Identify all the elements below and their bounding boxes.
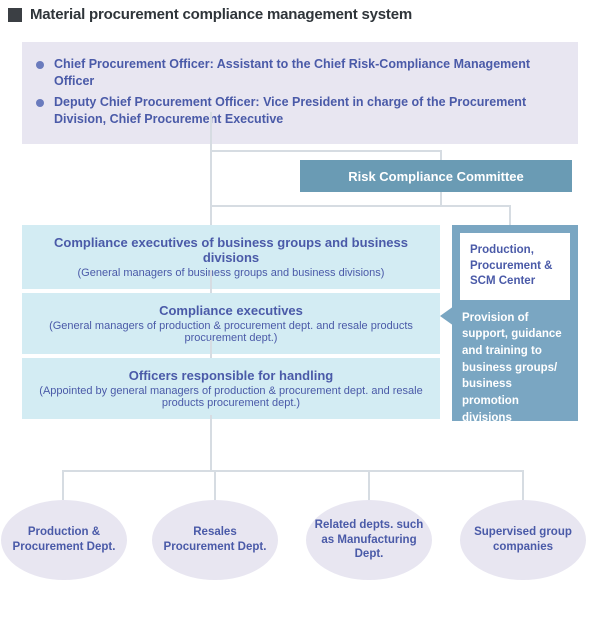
compliance-exec-box: Compliance executives (General managers … <box>22 293 440 354</box>
connector-line <box>214 470 216 500</box>
dept-ellipse: Related depts. such as Manufacturing Dep… <box>306 500 432 580</box>
dept-ellipse: Supervised group companies <box>460 500 586 580</box>
box-title: Compliance executives of business groups… <box>30 235 432 265</box>
connector-line <box>440 192 442 206</box>
connector-line <box>210 150 440 152</box>
bullet-line: Deputy Chief Procurement Officer: Vice P… <box>36 94 564 128</box>
committee-label: Risk Compliance Committee <box>348 169 524 184</box>
compliance-exec-groups-box: Compliance executives of business groups… <box>22 225 440 289</box>
ellipse-label: Supervised group companies <box>468 525 578 555</box>
title-row: Material procurement compliance manageme… <box>8 6 412 23</box>
box-subtitle: (General managers of business groups and… <box>30 267 432 279</box>
connector-line <box>62 470 522 472</box>
box-title: Compliance executives <box>30 303 432 318</box>
connector-line <box>210 340 212 358</box>
bullet-text-1: Chief Procurement Officer: Assistant to … <box>54 56 564 90</box>
connector-line <box>210 270 212 293</box>
scm-center-desc: Provision of support, guidance and train… <box>460 310 570 427</box>
bullet-text-2: Deputy Chief Procurement Officer: Vice P… <box>54 94 564 128</box>
connector-line <box>522 470 524 500</box>
risk-compliance-committee-box: Risk Compliance Committee <box>300 160 572 192</box>
box-subtitle: (Appointed by general managers of produc… <box>30 385 432 409</box>
connector-line <box>368 470 370 500</box>
box-title: Officers responsible for handling <box>30 368 432 383</box>
connector-line <box>210 112 212 182</box>
ellipse-label: Production & Procurement Dept. <box>9 525 119 555</box>
title-square-icon <box>8 8 22 22</box>
diagram-title: Material procurement compliance manageme… <box>30 6 412 23</box>
bullet-dot-icon <box>36 61 44 69</box>
connector-line <box>210 182 212 225</box>
bullet-line: Chief Procurement Officer: Assistant to … <box>36 56 564 90</box>
officers-handling-box: Officers responsible for handling (Appoi… <box>22 358 440 419</box>
top-officer-box: Chief Procurement Officer: Assistant to … <box>22 42 578 144</box>
scm-center-inner: Production, Procurement & SCM Center <box>460 233 570 300</box>
diagram-root: Material procurement compliance manageme… <box>0 0 600 633</box>
connector-line <box>210 205 511 207</box>
ellipse-label: Resales Procurement Dept. <box>160 525 270 555</box>
scm-center-panel: Production, Procurement & SCM Center Pro… <box>452 225 578 421</box>
box-subtitle: (General managers of production & procur… <box>30 320 432 344</box>
connector-line <box>210 415 212 470</box>
connector-line <box>62 470 64 500</box>
dept-ellipse: Resales Procurement Dept. <box>152 500 278 580</box>
connector-line <box>509 205 511 225</box>
bullet-dot-icon <box>36 99 44 107</box>
ellipse-label: Related depts. such as Manufacturing Dep… <box>314 518 424 563</box>
dept-ellipse: Production & Procurement Dept. <box>1 500 127 580</box>
